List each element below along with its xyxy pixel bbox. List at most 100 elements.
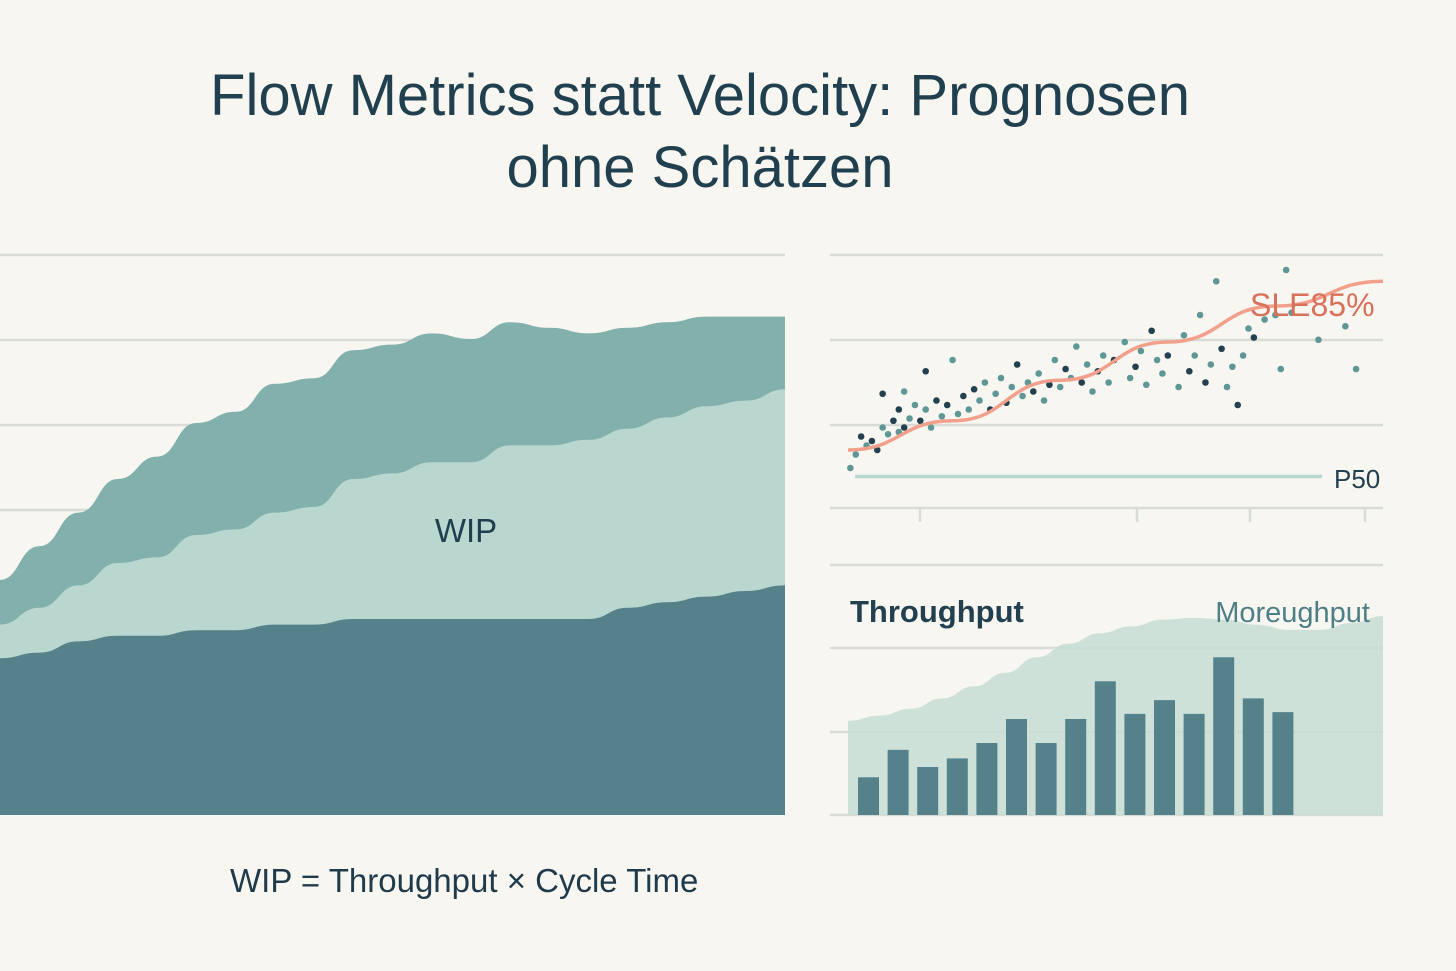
scatter-point — [1207, 361, 1215, 368]
scatter-point — [960, 392, 967, 400]
scatter-point — [1105, 379, 1112, 386]
scatter-point — [911, 401, 919, 409]
scatter-point — [970, 385, 978, 393]
scatter-point — [1008, 383, 1016, 391]
scatter-point — [1202, 379, 1209, 386]
throughput-bars — [858, 657, 1294, 815]
scatter-point — [890, 417, 897, 425]
throughput-bar — [1035, 743, 1057, 815]
scatter-point — [1132, 363, 1139, 371]
scatter-point — [1056, 383, 1064, 391]
scatter-point — [1019, 392, 1026, 400]
sle85-curve — [847, 279, 1384, 452]
scatter-point — [1013, 361, 1021, 368]
scatter-point — [857, 433, 865, 440]
sle85-label: SLE85% — [1250, 287, 1375, 323]
throughput-bar — [1154, 700, 1175, 815]
scatter-point — [884, 430, 892, 438]
wip-formula: WIP = Throughput × Cycle Time — [230, 862, 699, 899]
throughput-bar — [887, 749, 909, 815]
throughput-bar — [1124, 713, 1146, 815]
scatter-point — [1035, 370, 1042, 377]
scatter-point — [879, 424, 886, 431]
scatter-point — [900, 388, 908, 395]
scatter-point — [1121, 338, 1129, 346]
scatter-point — [1142, 381, 1150, 389]
scatter-point — [1030, 388, 1037, 395]
scatter-point — [1083, 361, 1091, 368]
scatter-point — [1272, 311, 1279, 319]
throughput-label: Throughput — [850, 594, 1024, 629]
scatter-point — [879, 390, 886, 398]
scatter-point — [1164, 352, 1172, 359]
scatter-point — [1245, 325, 1252, 332]
scatter-point — [1223, 383, 1231, 391]
throughput-bar-chart: Throughput Moreughput — [830, 563, 1383, 817]
throughput-bar — [1183, 713, 1205, 815]
throughput-bar — [917, 767, 939, 815]
scatter-point — [922, 406, 929, 413]
scatter-point — [997, 374, 1005, 382]
scatter-point — [1250, 334, 1258, 341]
scatter-point — [922, 367, 929, 375]
page-title: Flow Metrics statt Velocity: Prognosen o… — [60, 60, 1340, 204]
scatter-point — [1175, 383, 1182, 391]
scatter-point — [1234, 401, 1242, 409]
cycle-time-scatter-chart: SLE85% P50 — [830, 253, 1384, 522]
throughput-bar — [1272, 712, 1294, 815]
scatter-point — [992, 390, 999, 398]
throughput-bar — [1065, 719, 1087, 815]
scatter-point — [1046, 381, 1053, 389]
title-line-1: Flow Metrics statt Velocity: Prognosen — [210, 63, 1190, 128]
scatter-point — [1261, 316, 1268, 323]
scatter-point — [1229, 363, 1236, 371]
scatter-point — [1153, 356, 1161, 364]
scatter-point — [1191, 352, 1198, 359]
scatter-point — [965, 406, 973, 413]
scatter-point — [852, 451, 860, 458]
scatter-point — [1315, 336, 1322, 344]
scatter-point — [933, 397, 940, 404]
scatter-point — [906, 415, 913, 422]
throughput-bar — [946, 758, 968, 815]
scatter-point — [1148, 327, 1155, 335]
scatter-point — [1062, 365, 1069, 373]
throughput-bar — [1242, 698, 1264, 815]
wip-areas — [0, 316, 785, 815]
scatter-point — [1099, 352, 1107, 359]
scatter-point — [895, 406, 903, 413]
scatter-point — [1159, 370, 1166, 377]
scatter-point — [1186, 367, 1193, 375]
scatter-points — [847, 266, 1360, 472]
wip-area-chart: WIP — [0, 253, 785, 815]
scatter-point — [938, 412, 946, 420]
moreughput-label: Moreughput — [1215, 597, 1370, 629]
wip-label: WIP — [435, 512, 497, 549]
throughput-bar — [1006, 719, 1027, 815]
scatter-point — [1282, 266, 1290, 274]
p50-label: P50 — [1334, 464, 1380, 494]
scatter-point — [873, 446, 881, 454]
throughput-bar — [1094, 681, 1116, 815]
scatter-point — [927, 424, 935, 431]
scatter-point — [1342, 322, 1349, 330]
scatter-point — [1126, 374, 1134, 382]
scatter-point — [1180, 331, 1188, 339]
scatter-point — [1277, 365, 1285, 373]
scatter-point — [1040, 397, 1048, 404]
scatter-point — [981, 379, 989, 386]
scatter-point — [847, 464, 854, 472]
throughput-bar — [976, 743, 998, 815]
scatter-point — [868, 437, 876, 445]
throughput-bar — [1213, 657, 1235, 815]
scatter-point — [1352, 365, 1360, 373]
scatter-point — [1073, 343, 1080, 350]
scatter-point — [1196, 311, 1204, 319]
scatter-point — [1218, 345, 1225, 353]
scatter-point — [917, 417, 924, 425]
scatter-point — [1288, 309, 1295, 317]
scatter-point — [1078, 379, 1086, 386]
scatter-point — [943, 401, 951, 409]
scatter-point — [1051, 356, 1059, 364]
